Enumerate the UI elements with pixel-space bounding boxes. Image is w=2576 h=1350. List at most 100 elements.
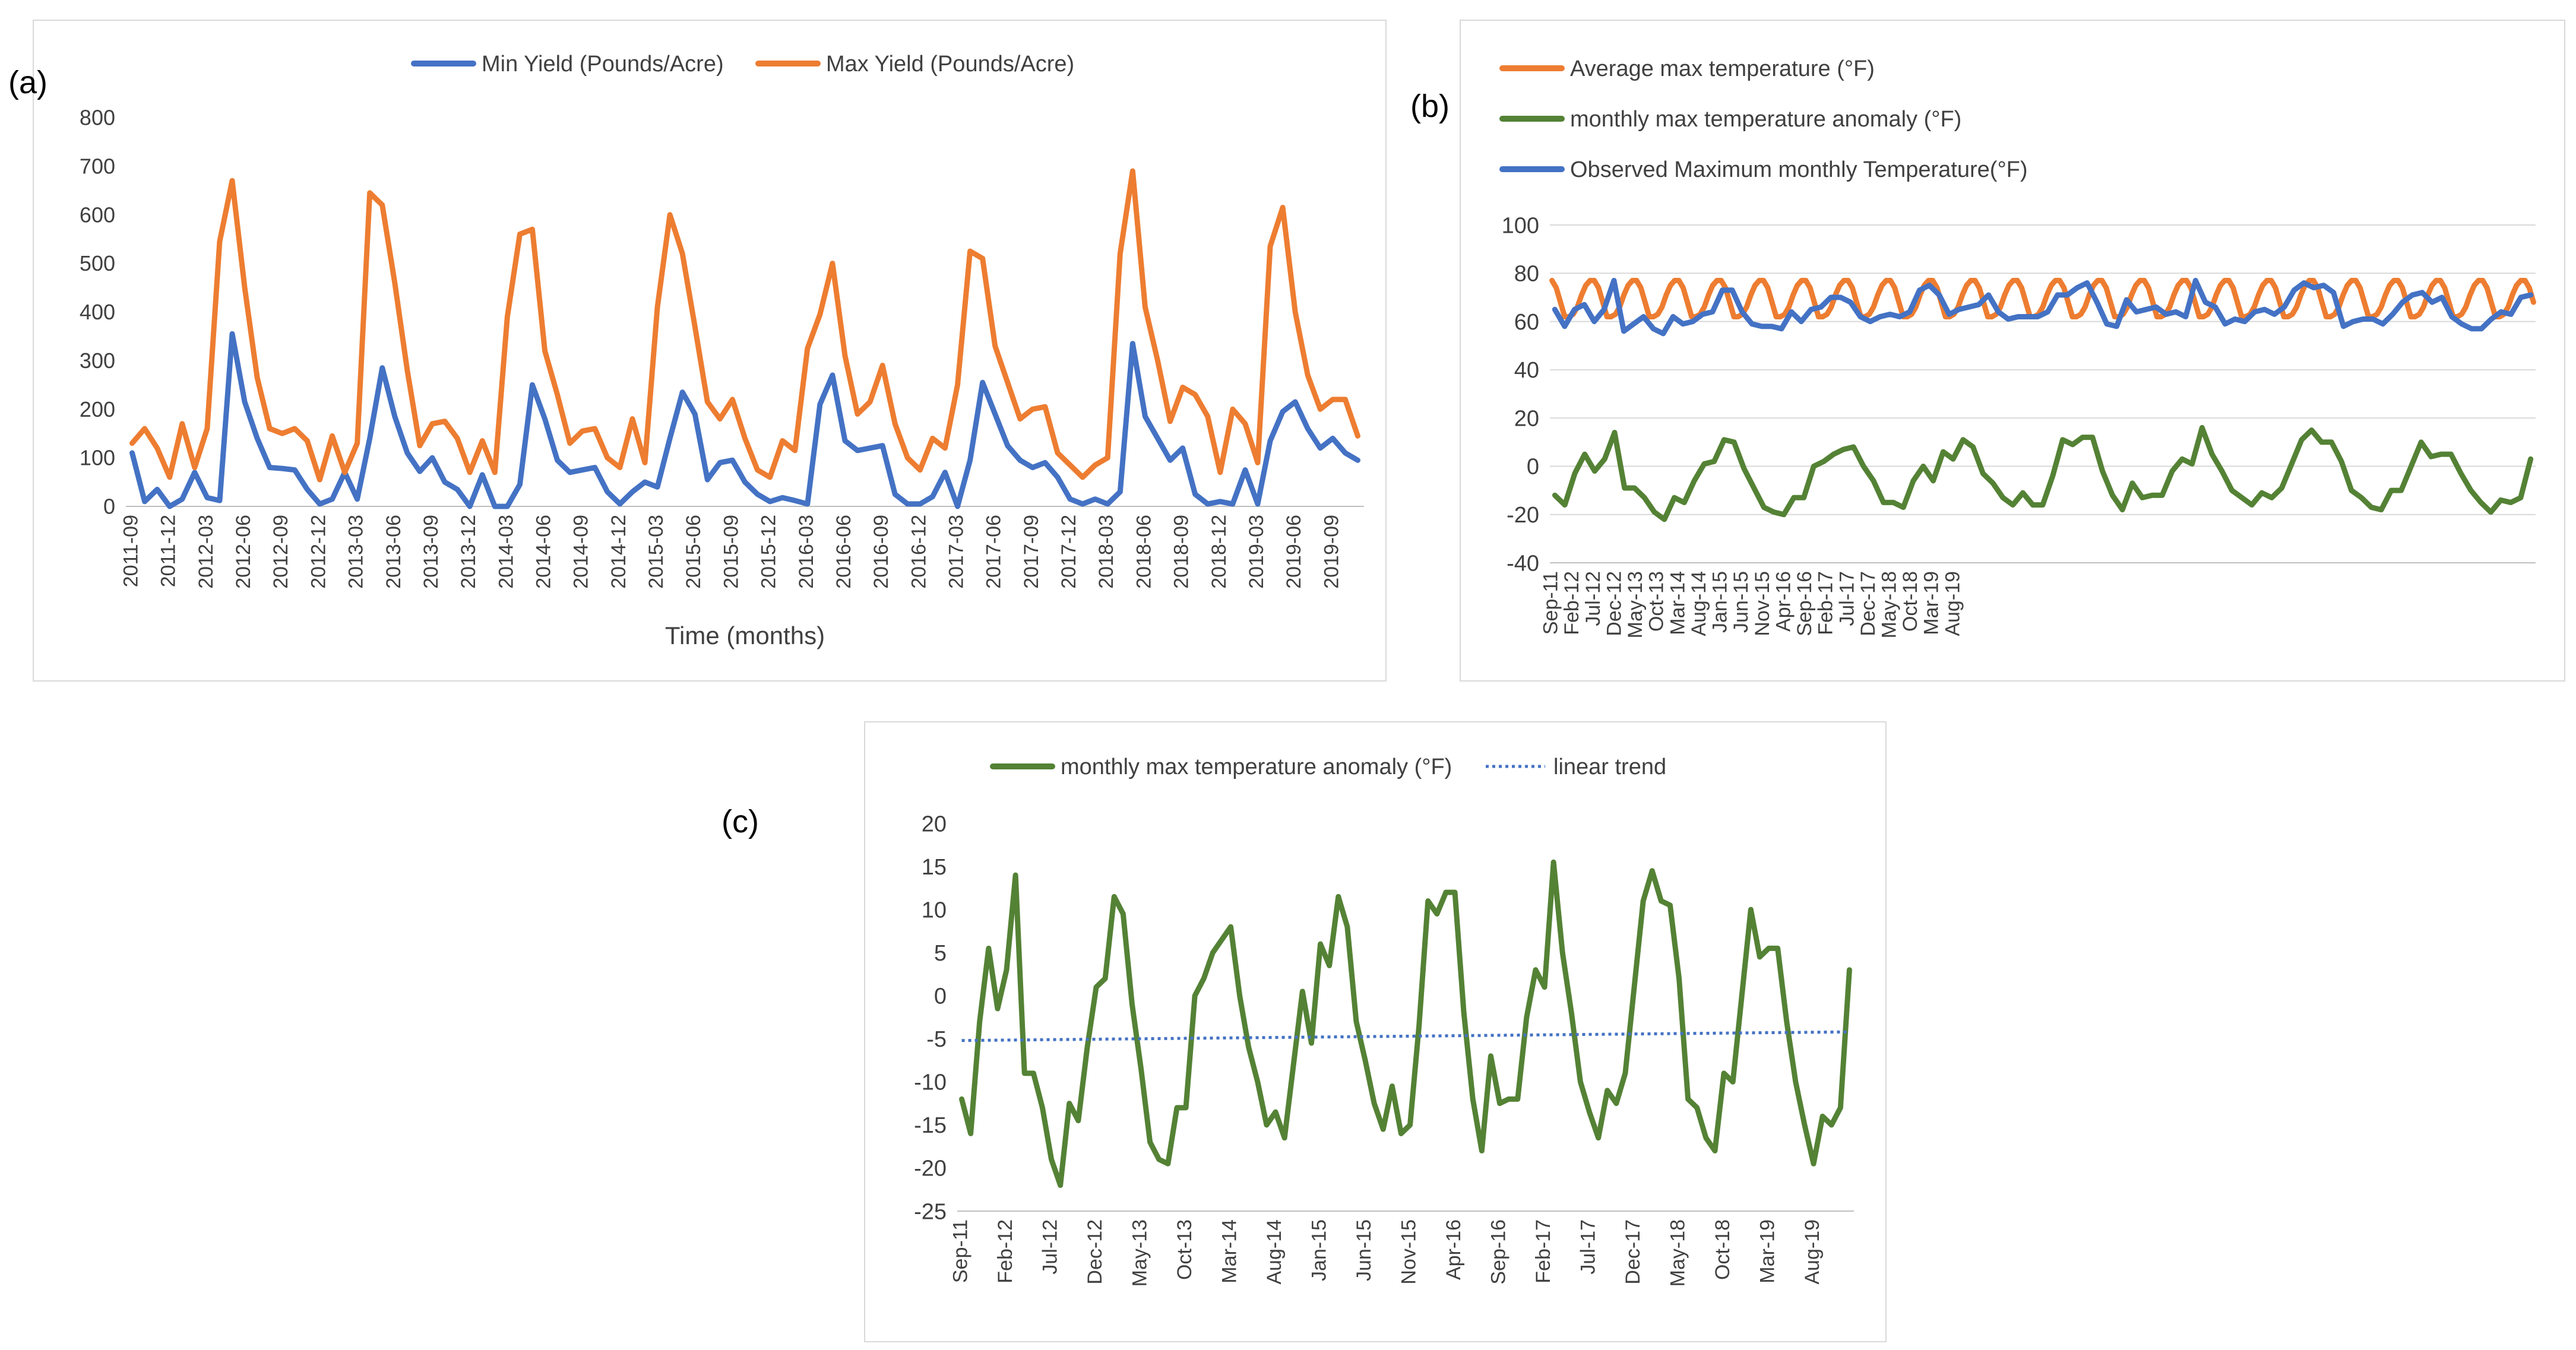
y-tick-label: -20 — [914, 1156, 947, 1181]
legend-label: Observed Maximum monthly Temperature(°F) — [1570, 157, 2028, 182]
series-line — [1549, 277, 2536, 319]
x-tick-label: 2014-06 — [533, 515, 555, 589]
y-tick-label: -15 — [914, 1113, 947, 1138]
y-tick-label: 80 — [1514, 262, 1539, 287]
x-tick-label: 2015-09 — [720, 515, 742, 589]
legend-label: Average max temperature (°F) — [1570, 56, 1875, 81]
y-tick-label: 100 — [1502, 213, 1539, 238]
x-tick-label: 2013-03 — [345, 515, 368, 589]
y-tick-label: 200 — [80, 397, 115, 422]
x-tick-label: Oct-13 — [1645, 571, 1668, 632]
chart-c-svg: -25 -20 -15 -10 -5 0 5 10 15 20 Sep-11 Feb-12 Jul-12… — [914, 755, 1854, 1286]
x-tick-label: Mar-14 — [1219, 1219, 1241, 1284]
x-tick-label: 2019-03 — [1245, 515, 1268, 589]
x-tick-label: 2013-06 — [382, 515, 405, 589]
y-tick-label: 300 — [80, 348, 115, 373]
y-tick-label: 0 — [103, 495, 115, 519]
x-tick-label: 2012-03 — [195, 515, 217, 589]
x-tick-label: Mar-19 — [1757, 1219, 1779, 1284]
series-line — [1552, 277, 2534, 337]
x-tick-label: Jul-17 — [1836, 571, 1858, 626]
x-tick-label: Jun-15 — [1730, 571, 1752, 633]
y-tick-label: 500 — [80, 251, 115, 275]
legend-label: Min Yield (Pounds/Acre) — [482, 52, 724, 77]
y-tick-label: 0 — [1527, 455, 1539, 480]
y-tick-label: 600 — [80, 202, 115, 227]
x-tick-label: 2016-06 — [833, 515, 855, 589]
x-tick-label: 2018-12 — [1208, 515, 1230, 589]
legend-label: monthly max temperature anomaly (°F) — [1570, 107, 1961, 132]
x-tick-label: Oct-18 — [1711, 1219, 1734, 1280]
y-tick-label: 700 — [80, 154, 115, 178]
x-tick-label: Mar-14 — [1666, 571, 1689, 635]
trend-line — [961, 1030, 1850, 1042]
x-tick-label: Nov-15 — [1398, 1219, 1420, 1285]
y-tick-label: -40 — [1507, 551, 1539, 576]
y-tick-label: 400 — [80, 300, 115, 324]
y-tick-label: 40 — [1514, 358, 1539, 383]
x-tick-label: 2011-09 — [120, 515, 143, 587]
x-tick-label: 2016-03 — [795, 515, 818, 589]
legend-label: Max Yield (Pounds/Acre) — [826, 52, 1074, 77]
x-tick-label: 2011-12 — [157, 515, 180, 587]
panel-label-b: (b) — [1410, 88, 1450, 124]
x-tick-label: 2012-06 — [232, 515, 255, 589]
y-tick-label: 10 — [922, 898, 947, 923]
x-tick-label: 2016-12 — [907, 515, 930, 589]
legend-label: monthly max temperature anomaly (°F) — [1061, 755, 1452, 779]
x-tick-label: May-13 — [1624, 571, 1647, 638]
y-tick-label: -20 — [1507, 503, 1539, 528]
x-tick-label: Aug-14 — [1263, 1219, 1286, 1285]
x-tick-label: Feb-12 — [994, 1219, 1017, 1284]
y-tick-label: 15 — [922, 855, 947, 880]
x-tick-label: 2015-03 — [645, 515, 667, 589]
panel-label-a: (a) — [8, 65, 48, 100]
chart-a-svg: 0 100 200 300 400 500 600 700 800 2011-09 2011-12 2… — [80, 52, 1364, 649]
y-tick-label: -10 — [914, 1070, 947, 1095]
x-tick-label: 2013-09 — [420, 515, 442, 589]
x-tick-label: 2014-03 — [495, 515, 517, 589]
x-axis-title: Time (months) — [665, 622, 825, 649]
x-tick-label: Sep-11 — [1540, 571, 1562, 635]
x-tick-label: Jul-12 — [1039, 1219, 1062, 1275]
series-line — [1552, 424, 2534, 522]
x-tick-label: 2017-09 — [1020, 515, 1043, 589]
x-tick-label: Sep-11 — [950, 1219, 972, 1283]
legend-label: linear trend — [1553, 755, 1666, 779]
x-tick-label: Oct-13 — [1173, 1219, 1196, 1280]
x-tick-label: Jun-15 — [1353, 1219, 1375, 1281]
x-tick-label: 2012-12 — [307, 515, 330, 589]
x-tick-label: Aug-19 — [1941, 571, 1964, 636]
chart-panel-b: -40 -20 0 20 40 60 80 100 Sep-11 Feb-12 Jul-12 Dec-… — [1460, 20, 2565, 682]
x-tick-label: Apr-16 — [1772, 571, 1795, 632]
x-tick-label: Dec-12 — [1603, 571, 1625, 636]
chart-panel-a: 0 100 200 300 400 500 600 700 800 2011-09 2011-12 2… — [33, 20, 1387, 682]
y-tick-label: 100 — [80, 446, 115, 470]
x-tick-label: Jan-15 — [1709, 571, 1732, 633]
x-tick-label: 2017-12 — [1058, 515, 1080, 589]
series-line — [959, 859, 1852, 1188]
x-tick-label: 2015-06 — [682, 515, 705, 589]
y-tick-label: 20 — [922, 812, 947, 836]
x-tick-label: Aug-14 — [1688, 571, 1710, 636]
x-tick-label: 2015-12 — [758, 515, 780, 589]
y-tick-label: 0 — [934, 984, 947, 1009]
y-tick-label: 800 — [80, 106, 115, 130]
x-tick-label: 2018-03 — [1095, 515, 1118, 589]
x-tick-label: Dec-17 — [1857, 571, 1879, 636]
x-tick-label: May-18 — [1667, 1219, 1689, 1286]
x-tick-label: Dec-12 — [1084, 1219, 1106, 1285]
x-tick-label: 2018-06 — [1132, 515, 1155, 589]
y-tick-label: 20 — [1514, 406, 1539, 431]
y-tick-label: -5 — [926, 1027, 947, 1052]
series-line — [129, 331, 1360, 509]
y-tick-label: 5 — [934, 941, 947, 966]
x-tick-label: 2019-06 — [1283, 515, 1305, 589]
x-tick-label: Mar-19 — [1920, 571, 1943, 635]
x-tick-label: Oct-18 — [1899, 571, 1922, 632]
x-tick-label: Jul-12 — [1582, 571, 1605, 626]
x-tick-label: Nov-15 — [1751, 571, 1774, 636]
panel-label-c: (c) — [721, 804, 759, 839]
x-tick-label: 2014-12 — [607, 515, 630, 589]
x-tick-label: Aug-19 — [1801, 1219, 1824, 1285]
